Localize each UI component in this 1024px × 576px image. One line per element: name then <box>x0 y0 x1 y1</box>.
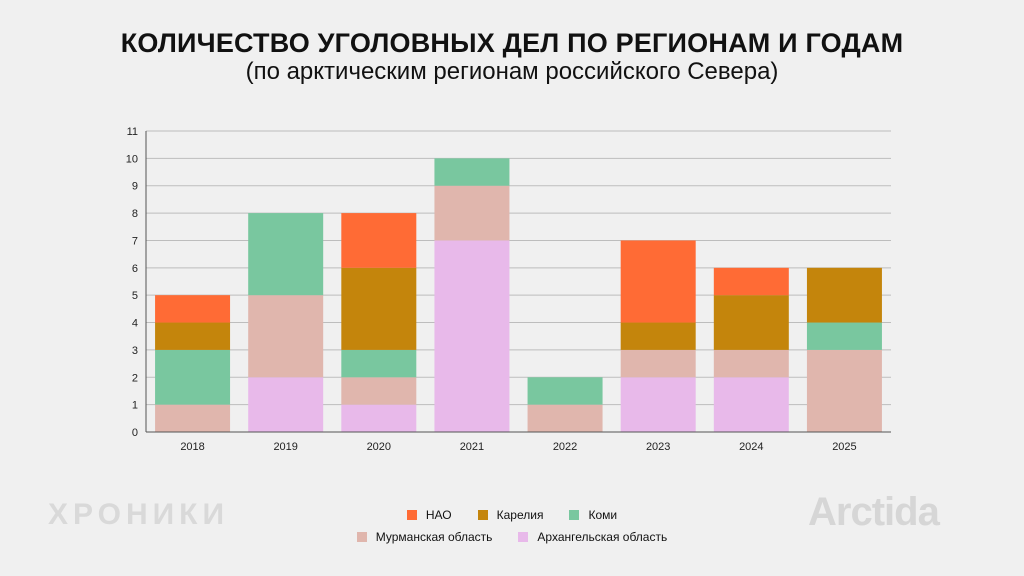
bar-segment-2024-0 <box>713 377 789 432</box>
y-tick-label: 0 <box>132 427 138 439</box>
legend-label: НАО <box>425 508 452 522</box>
x-tick-label: 2024 <box>739 441 763 453</box>
bar-segment-2025-2 <box>806 322 882 350</box>
bar-segment-2022-2 <box>527 377 603 405</box>
y-tick-label: 8 <box>132 208 138 220</box>
bar-segment-2022-1 <box>527 404 603 432</box>
legend-swatch <box>406 510 417 520</box>
y-tick-label: 5 <box>132 290 138 302</box>
y-tick-label: 1 <box>132 400 138 412</box>
y-tick-label: 4 <box>132 318 138 330</box>
legend-item: НАО <box>406 508 452 522</box>
legend-swatch <box>356 532 367 542</box>
legend-swatch <box>569 510 580 520</box>
x-tick-label: 2023 <box>646 441 670 453</box>
legend-row-2: Мурманская область Архангельская область <box>0 530 1024 544</box>
x-tick-label: 2025 <box>832 441 856 453</box>
bar-segment-2019-2 <box>248 213 324 296</box>
bar-segment-2020-0 <box>341 404 417 432</box>
y-tick-label: 11 <box>127 126 138 138</box>
bar-segment-2020-2 <box>341 349 417 378</box>
x-tick-label: 2021 <box>460 441 484 453</box>
bar-segment-2024-1 <box>713 349 789 378</box>
legend-item: Мурманская область <box>356 530 493 544</box>
legend-row-1: НАО Карелия Коми <box>0 508 1024 522</box>
bar-segment-2021-0 <box>434 240 510 432</box>
bar-segment-2020-3 <box>341 267 417 350</box>
bar-segment-2019-1 <box>248 295 324 378</box>
bar-segment-2023-1 <box>620 349 696 378</box>
legend-label: Мурманская область <box>375 530 493 544</box>
x-tick-label: 2022 <box>553 441 577 453</box>
y-tick-label: 9 <box>132 181 138 193</box>
bar-segment-2025-1 <box>806 349 882 432</box>
bar-segment-2018-2 <box>155 349 231 405</box>
legend-item: Коми <box>569 508 617 522</box>
x-tick-label: 2018 <box>180 441 204 453</box>
y-tick-label: 3 <box>132 345 138 357</box>
bar-segment-2020-4 <box>341 213 417 268</box>
bar-segment-2024-4 <box>713 267 789 296</box>
legend-item: Карелия <box>477 508 544 522</box>
bar-segment-2021-1 <box>434 185 510 241</box>
bar-segment-2023-3 <box>620 322 696 350</box>
x-tick-label: 2019 <box>273 441 297 453</box>
legend-swatch <box>477 510 488 520</box>
legend-item: Архангельская область <box>518 530 667 544</box>
watermark-arctida-logo: Arctida <box>808 490 940 534</box>
legend-label: Коми <box>588 508 618 522</box>
bar-segment-2018-3 <box>155 322 231 350</box>
bar-segment-2024-3 <box>713 295 789 350</box>
y-tick-label: 10 <box>126 153 138 165</box>
bar-segment-2023-0 <box>620 377 696 432</box>
watermark-khroniki: ХРОНИКИ <box>48 498 230 531</box>
legend-swatch <box>518 532 529 542</box>
legend-label: Архангельская область <box>537 530 668 544</box>
bar-segment-2018-1 <box>155 404 231 432</box>
legend-label: Карелия <box>496 508 544 522</box>
chart-title: КОЛИЧЕСТВО УГОЛОВНЫХ ДЕЛ ПО РЕГИОНАМ И Г… <box>120 28 904 58</box>
bar-segment-2018-4 <box>155 295 231 323</box>
y-tick-label: 7 <box>132 235 138 247</box>
x-tick-label: 2020 <box>367 441 391 453</box>
bar-segment-2021-2 <box>434 158 510 186</box>
bar-segment-2020-1 <box>341 377 417 405</box>
bar-segment-2019-0 <box>248 377 324 432</box>
chart-subtitle: (по арктическим регионам российского Сев… <box>245 58 779 85</box>
y-tick-label: 6 <box>132 263 138 275</box>
bar-segment-2025-3 <box>806 267 882 323</box>
y-tick-label: 2 <box>132 372 138 384</box>
bar-segment-2023-4 <box>620 240 696 323</box>
